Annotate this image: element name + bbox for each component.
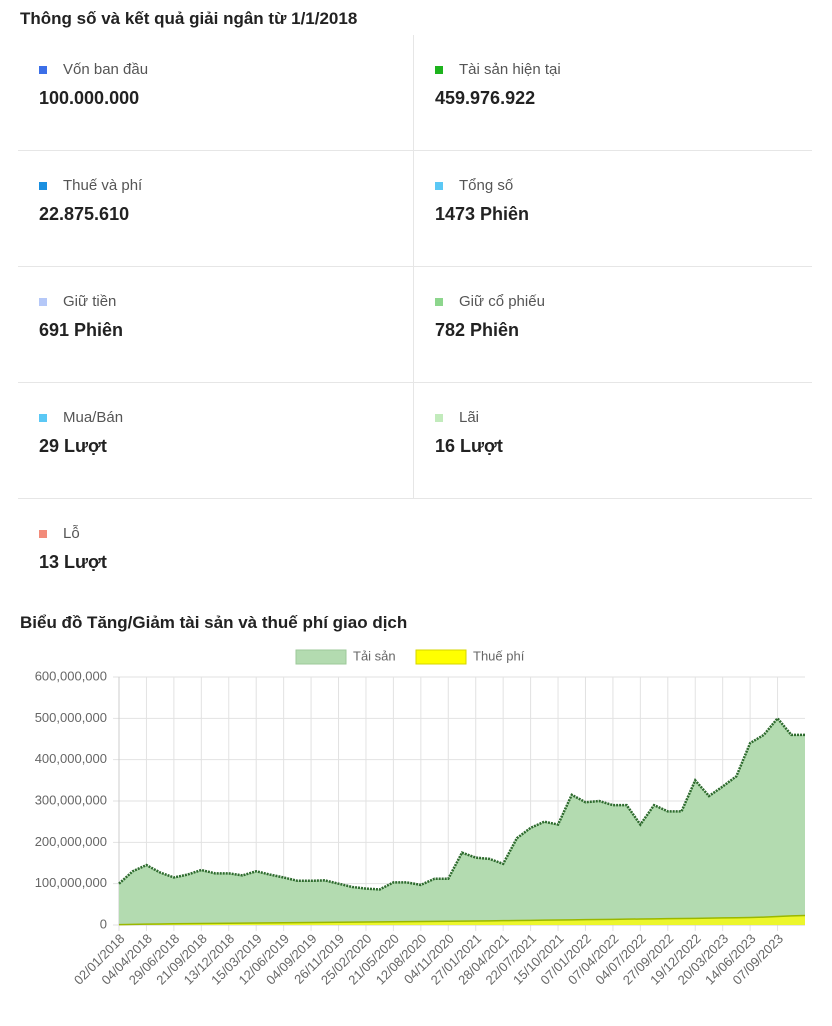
stat-label-row: Giữ cổ phiếu [435, 293, 812, 310]
y-tick-label: 300,000,000 [35, 792, 107, 807]
stat-color [435, 413, 443, 422]
stat-value: 22.875.610 [39, 204, 130, 224]
stat-label: Mua/Bán [63, 409, 124, 426]
stat-color [435, 65, 443, 74]
stat-label: Tổng số [459, 177, 514, 194]
stat-value: 782 Phiên [435, 320, 520, 340]
stat-card: Thuế và phí 22.875.610 [18, 151, 414, 267]
area [119, 718, 805, 925]
stat-value: 459.976.922 [435, 88, 536, 108]
stat-label-row: Giữ tiền [39, 293, 413, 310]
stat-value: 1473 Phiên [435, 204, 530, 224]
stat-card: Lãi 16 Lượt [414, 383, 812, 499]
legend-label: Thuế phí [473, 648, 525, 663]
stat-card: Mua/Bán 29 Lượt [18, 383, 414, 499]
y-tick-label: 200,000,000 [35, 834, 107, 849]
stat-color [39, 297, 47, 306]
stat-label: Thuế và phí [63, 177, 143, 194]
chart: 0 100,000,000 200,000,000 300,000,000 400,00… [35, 648, 806, 988]
stat-label-row: Mua/Bán [39, 409, 413, 426]
stat-label: Giữ cổ phiếu [459, 293, 545, 310]
stat-color [435, 181, 443, 190]
legend-label: Tải sản [353, 648, 396, 663]
stat-card: Lỗ 13 Lượt [18, 499, 414, 615]
stats-grid: Vốn ban đầu 100.000.000 Tài sản hiện tại 45… [18, 35, 812, 615]
stat-value: 691 Phiên [39, 320, 124, 340]
stat-label-row: Vốn ban đầu [39, 61, 413, 78]
y-tick-label: 400,000,000 [35, 751, 107, 766]
stat-label: Lỗ [63, 525, 80, 542]
stat-color [39, 65, 47, 74]
stat-color [39, 181, 47, 190]
y-tick-label: 100,000,000 [35, 875, 107, 890]
stat-card: Vốn ban đầu 100.000.000 [18, 35, 414, 151]
line [118, 914, 806, 926]
stat-value: 13 Lượt [39, 552, 107, 572]
y-tick-label: 500,000,000 [35, 710, 107, 725]
stat-label-row: Lỗ [39, 525, 414, 542]
stat-color [39, 413, 47, 422]
stat-label-row: Tổng số [435, 177, 812, 194]
line [118, 716, 805, 891]
y-tick-label: 600,000,000 [35, 668, 107, 683]
legend-swatch [415, 649, 467, 665]
stat-label: Vốn ban đầu [63, 61, 149, 78]
stat-label-row: Lãi [435, 409, 812, 426]
stat-card: Giữ tiền 691 Phiên [18, 267, 414, 383]
stat-label-row: Thuế và phí [39, 177, 413, 194]
legend-swatch [295, 649, 347, 665]
stats-title: Thông số và kết quả giải ngân từ 1/1/201… [20, 9, 358, 28]
stat-label: Lãi [459, 409, 480, 426]
stat-card: Giữ cổ phiếu 782 Phiên [414, 267, 812, 383]
chart-title: Biểu đồ Tăng/Giảm tài sản và thuế phí gi… [20, 613, 408, 632]
stat-value: 16 Lượt [435, 436, 503, 456]
stat-color [39, 529, 47, 538]
stat-color [435, 297, 443, 306]
area [119, 915, 805, 925]
stat-label-row: Tài sản hiện tại [435, 61, 812, 78]
stat-label: Giữ tiền [63, 293, 117, 310]
stat-value: 100.000.000 [39, 88, 140, 108]
y-tick-label: 0 [100, 916, 107, 931]
stat-label: Tài sản hiện tại [459, 61, 561, 78]
stat-card: Tài sản hiện tại 459.976.922 [414, 35, 812, 151]
stat-value: 29 Lượt [39, 436, 107, 456]
stat-card: Tổng số 1473 Phiên [414, 151, 812, 267]
